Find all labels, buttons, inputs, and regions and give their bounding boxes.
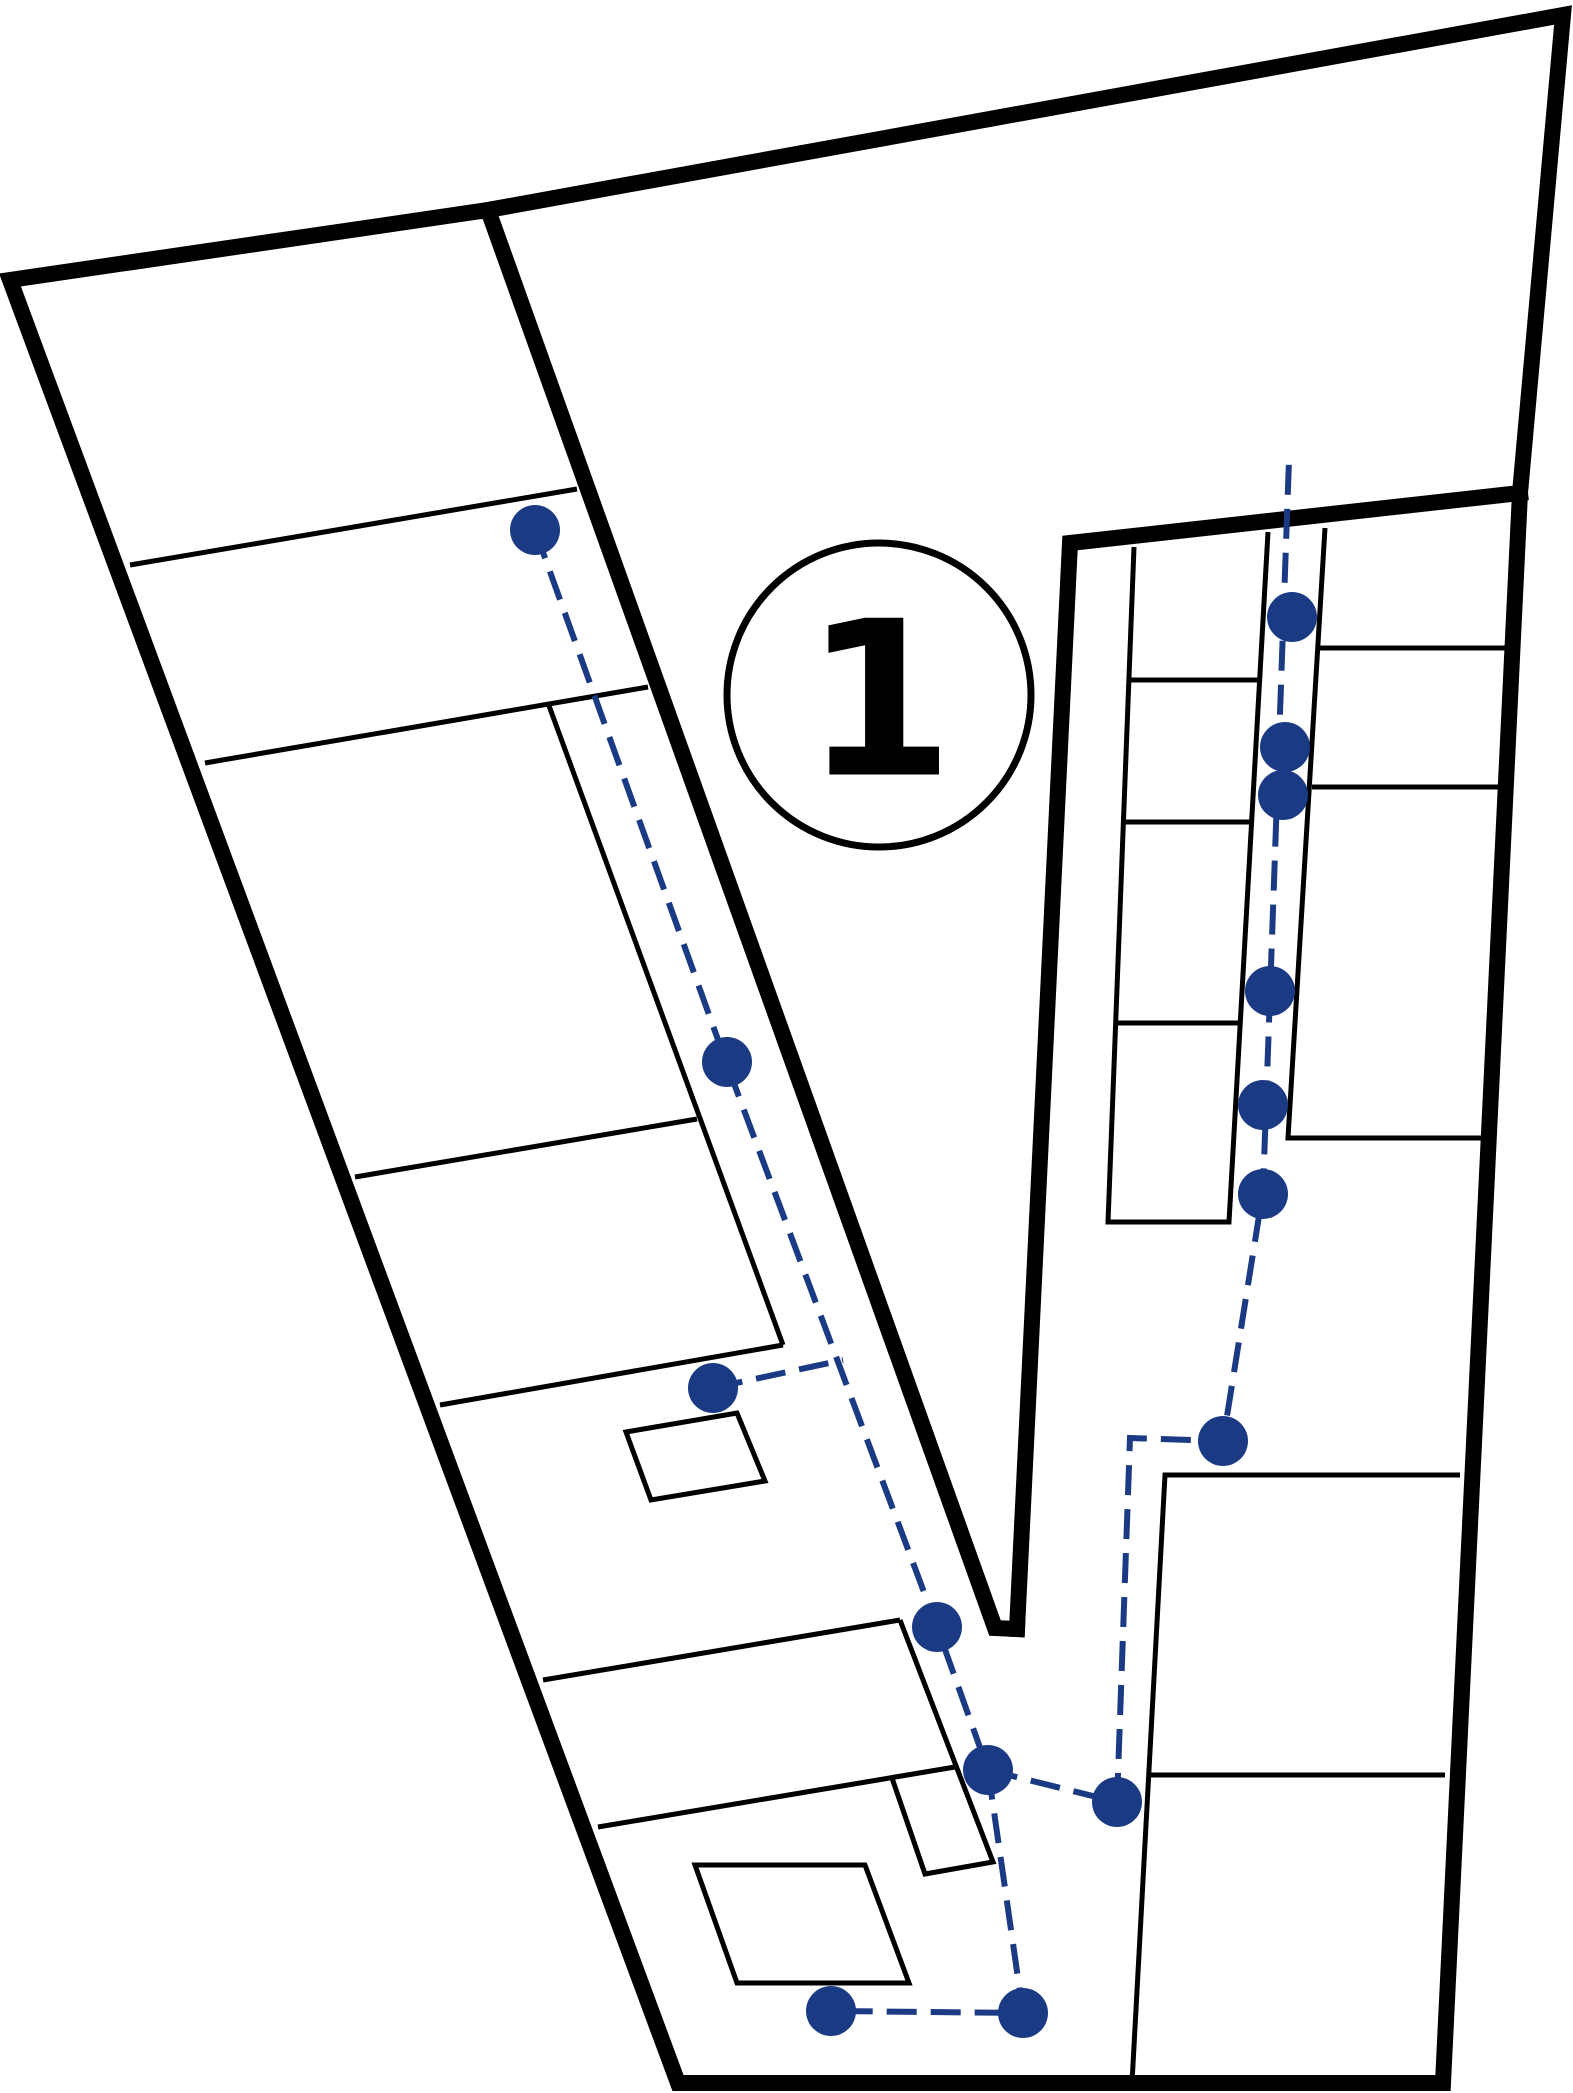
zone-badge: 1	[723, 539, 1035, 851]
room-divider	[129, 486, 578, 568]
room-divider	[597, 1764, 956, 1830]
right-wing-rooms	[1105, 527, 1512, 2084]
room-divider	[439, 1342, 784, 1408]
route-node	[688, 1363, 738, 1413]
route-node	[1198, 1416, 1248, 1466]
lower-right-room	[1129, 1472, 1460, 2084]
route-overlay	[510, 459, 1317, 2038]
route-path	[987, 459, 1292, 1806]
route-node	[1245, 966, 1295, 1016]
route-node	[998, 1988, 1048, 2038]
route-node	[1260, 722, 1310, 772]
route-node	[510, 505, 560, 555]
route-node	[1258, 770, 1308, 820]
zone-badge-label: 1	[804, 575, 954, 826]
room-divider	[542, 1617, 901, 1683]
left-wing-rooms	[129, 486, 997, 1986]
route-node	[1267, 592, 1317, 642]
route-node	[1092, 1777, 1142, 1827]
route-node	[1238, 1080, 1288, 1130]
route-node	[702, 1037, 752, 1087]
small-room	[691, 1862, 913, 1986]
route-path	[532, 528, 1027, 2017]
zone-badge-circle	[723, 539, 1035, 851]
corridor-wall	[889, 1619, 997, 1877]
small-room	[622, 1410, 769, 1503]
room-column-right	[1285, 527, 1482, 1141]
room-column-left	[1105, 531, 1271, 1225]
notch-wall	[1008, 484, 1529, 1638]
route-node	[912, 1602, 962, 1652]
route-node	[806, 1986, 856, 2036]
corridor-wall	[545, 702, 786, 1346]
outer-walls	[0, 5, 1572, 2091]
room-divider	[204, 684, 649, 766]
route-node	[963, 1745, 1013, 1795]
left-wing-outer-wall	[0, 5, 1572, 2091]
room-divider	[354, 1116, 698, 1180]
route-node	[1238, 1169, 1288, 1219]
